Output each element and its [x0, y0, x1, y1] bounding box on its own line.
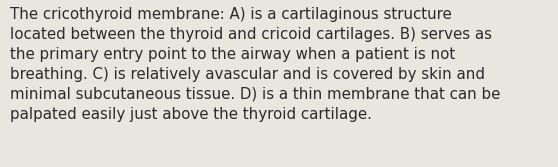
Text: The cricothyroid membrane: A) is a cartilaginous structure
located between the t: The cricothyroid membrane: A) is a carti… [10, 7, 501, 122]
